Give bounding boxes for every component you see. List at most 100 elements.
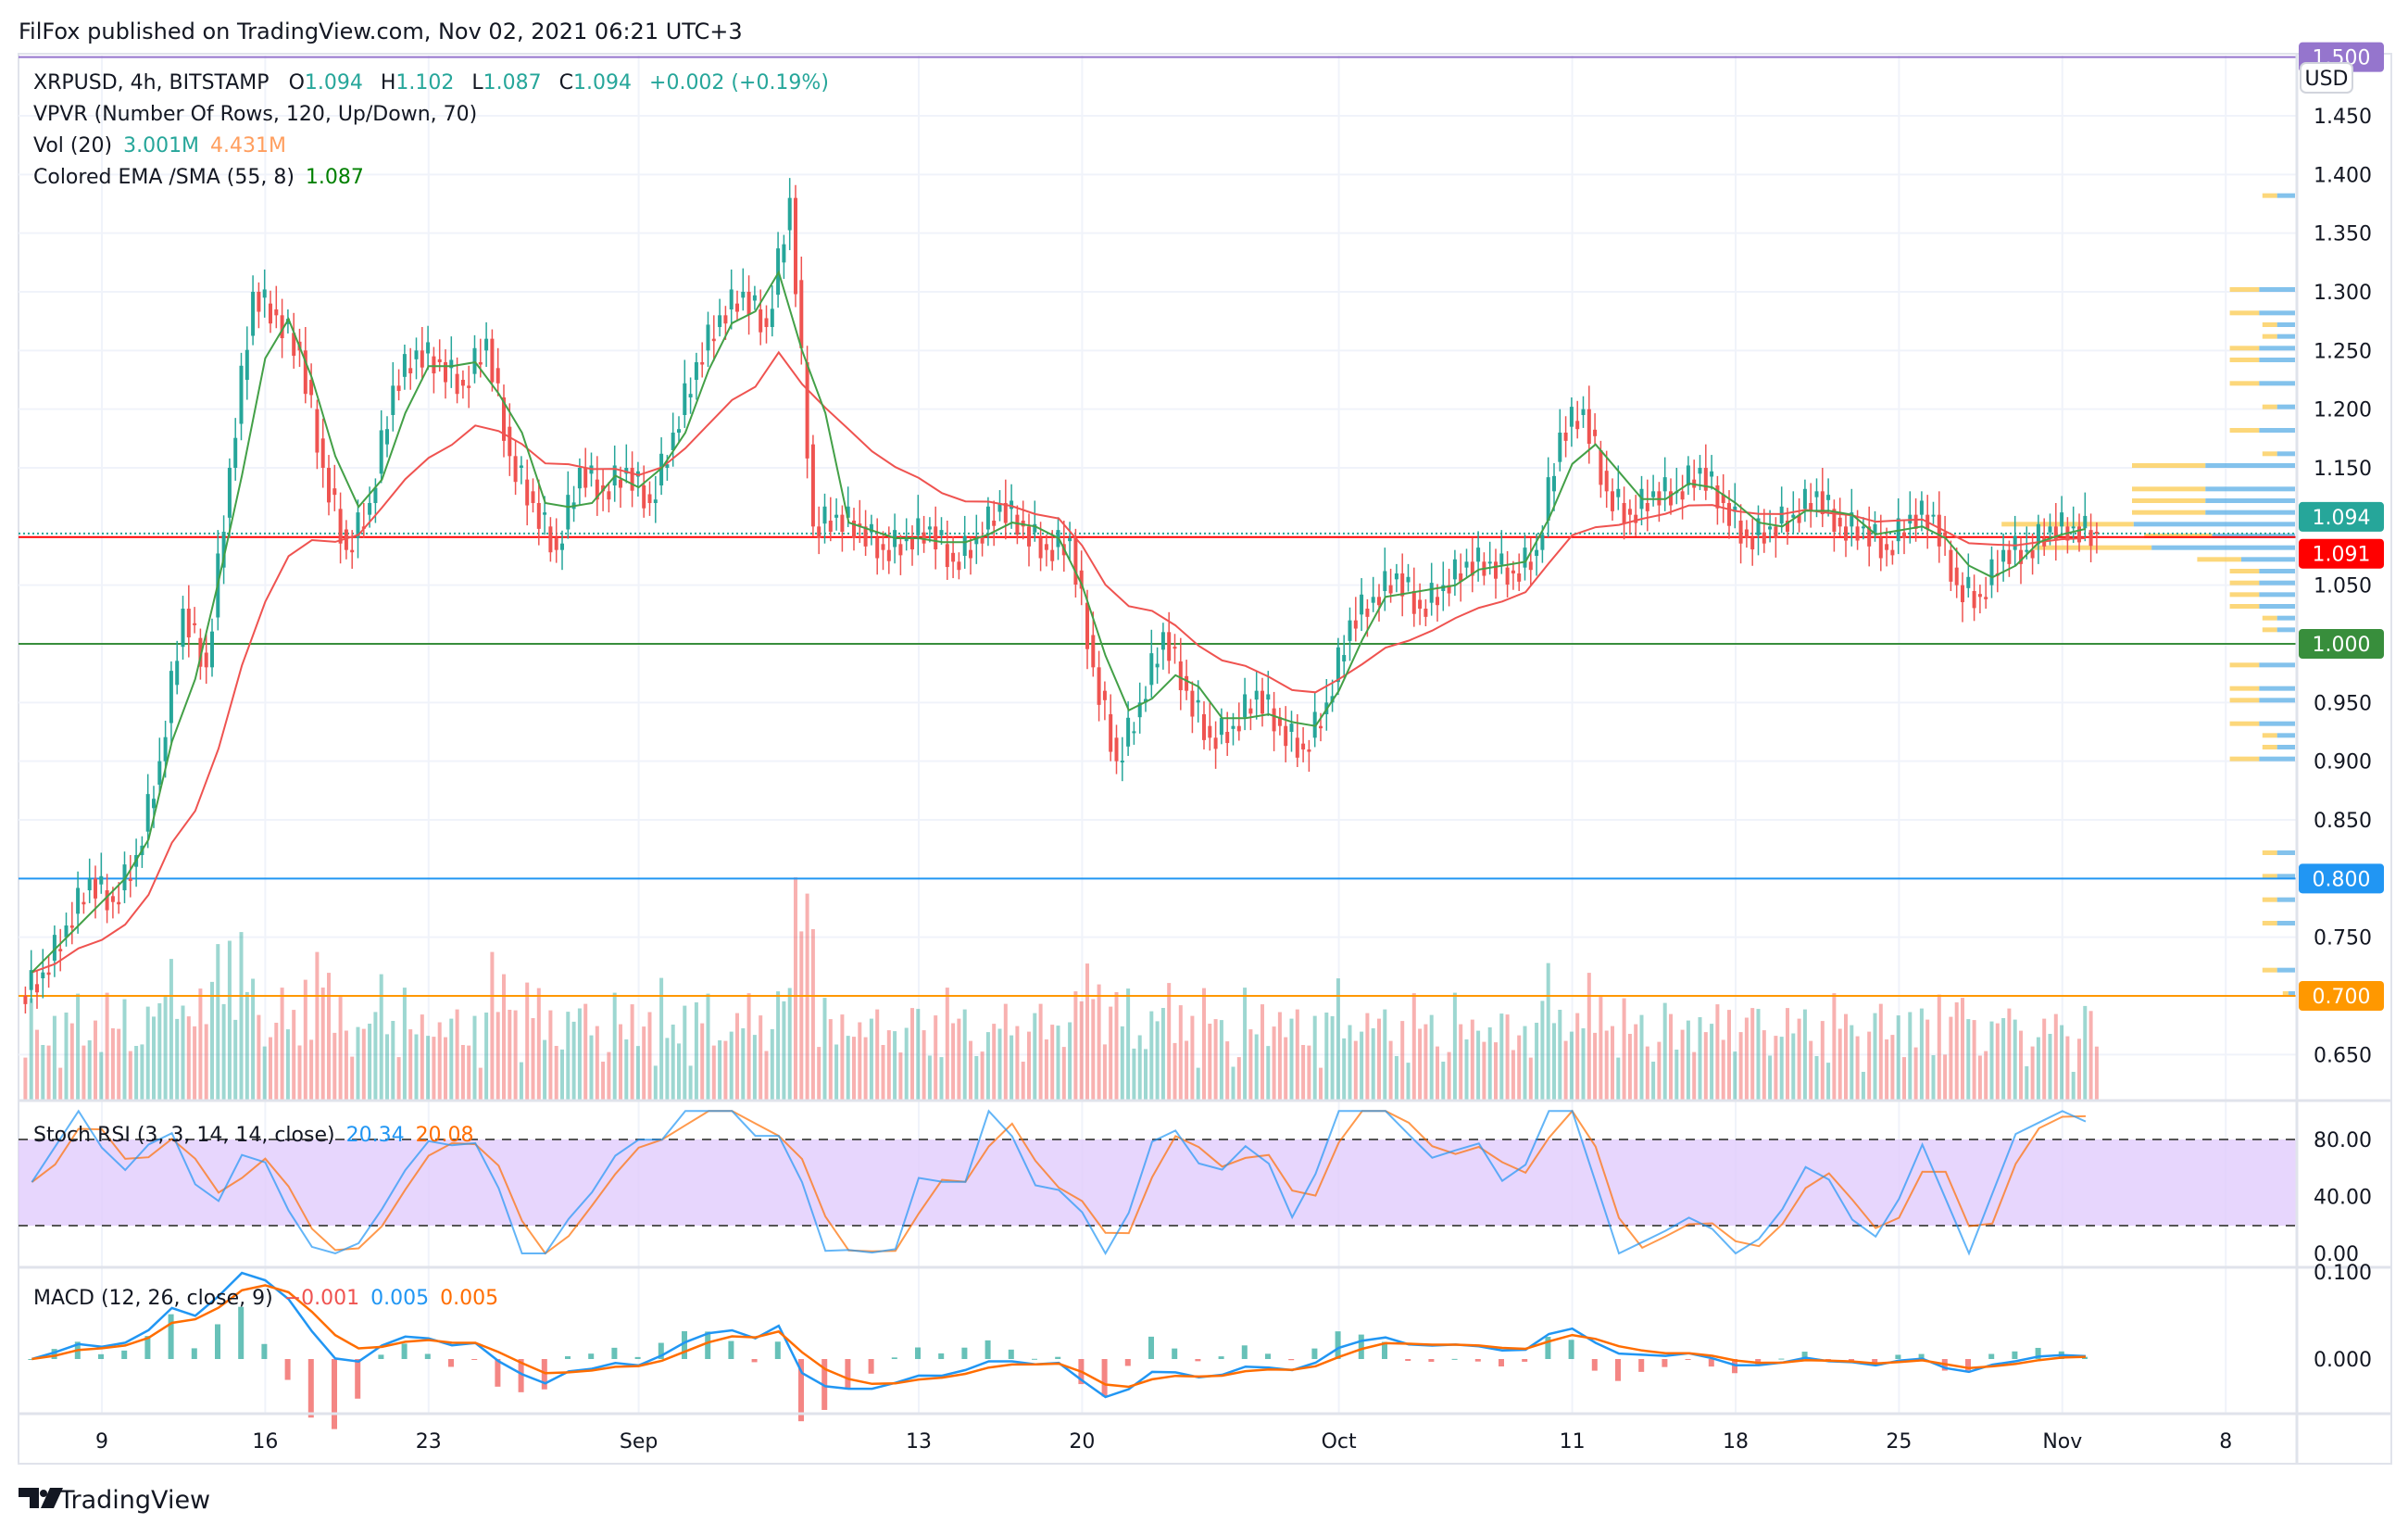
candle-body — [1581, 409, 1586, 415]
stoch-rsi-lines — [31, 1109, 2087, 1256]
macd-histogram-bar — [961, 1347, 968, 1359]
brand-name: TradingView — [58, 1486, 210, 1515]
candle-body — [759, 308, 763, 333]
vpvr-up-bar — [2259, 756, 2295, 762]
price-tick: 0.950 — [2314, 692, 2372, 715]
price-tag-label: 1.094 — [2313, 507, 2371, 530]
volume-bar — [344, 1030, 348, 1100]
volume-bar — [1908, 1012, 1913, 1100]
time-tick: 20 — [1069, 1430, 1095, 1454]
candle-body — [1680, 491, 1685, 500]
volume-bar — [624, 1039, 629, 1100]
volume-bar — [239, 932, 244, 1100]
vpvr-down-bar — [2229, 286, 2260, 292]
macd-histogram-bar — [1708, 1359, 1714, 1367]
candle-body — [875, 537, 880, 559]
volume-bar — [711, 1045, 716, 1100]
volume-bar — [1068, 1022, 1072, 1100]
candle-body — [1015, 514, 1020, 535]
volume-bar — [303, 979, 307, 1100]
candle-body — [233, 437, 238, 468]
price-tick: 0.850 — [2314, 810, 2372, 833]
volume-bar — [64, 1013, 69, 1100]
candle-body — [665, 464, 670, 468]
macd-histogram-bar — [1405, 1359, 1411, 1362]
volume-bar — [2013, 1019, 2017, 1100]
stoch-d-line — [31, 1109, 2087, 1255]
legend-ema-sma[interactable]: Colored EMA /SMA (55, 8) 1.087 — [33, 166, 364, 189]
legend-volume[interactable]: Vol (20) 3.001M 4.431M — [33, 134, 286, 157]
vpvr-down-bar — [2229, 603, 2260, 609]
volume-bar — [1692, 1051, 1697, 1100]
price-axis[interactable]: 1.450 1.400 1.350 1.300 1.250 1.200 1.150 1.050… — [2299, 42, 2384, 1372]
candle-body — [1721, 494, 1725, 503]
currency-badge[interactable]: USD — [2300, 62, 2353, 94]
macd-histogram-bar — [378, 1354, 384, 1359]
legend-macd[interactable]: MACD (12, 26, close, 9) −0.001 0.005 0.005 — [33, 1287, 498, 1310]
volume-bar — [1109, 1006, 1113, 1100]
candle-body — [904, 537, 909, 542]
time-tick: 13 — [906, 1430, 932, 1454]
volume-bar — [2083, 1005, 2088, 1100]
candle-body — [385, 429, 389, 445]
volume-bar — [134, 1046, 139, 1100]
candle-body — [1587, 409, 1591, 445]
candle-body — [1126, 717, 1131, 747]
candle-body — [1342, 655, 1347, 662]
volume-bar — [1126, 988, 1131, 1100]
volume-bar — [46, 1045, 51, 1100]
price-tick: 1.050 — [2314, 575, 2372, 598]
volume-bar — [1850, 1025, 1854, 1100]
volume-bar — [1213, 1019, 1218, 1100]
candle-body — [677, 429, 681, 433]
candle-body — [508, 426, 512, 457]
candle-body — [2025, 549, 2029, 552]
candle-body — [951, 552, 956, 562]
candle-body — [969, 549, 972, 559]
volume-bar — [285, 1029, 290, 1100]
tradingview-logo[interactable]: TradingView — [19, 1486, 210, 1515]
macd-histogram-bar — [1195, 1359, 1201, 1362]
candle-body — [1225, 732, 1230, 744]
volume-bar — [1464, 1039, 1469, 1100]
macd-histogram-bar — [728, 1340, 734, 1359]
volume-bar — [794, 877, 797, 1100]
time-tick: 25 — [1886, 1430, 1912, 1454]
stoch-tick: 80.00 — [2314, 1129, 2372, 1152]
volume-bar — [828, 1019, 833, 1100]
macd-histogram-bar — [1474, 1359, 1481, 1362]
macd-histogram-bar — [1522, 1359, 1528, 1362]
volume-bar — [327, 973, 331, 1100]
vpvr-up-bar — [2259, 568, 2295, 573]
time-axis[interactable]: 9 16 23 Sep 13 20 Oct 11 18 25 Nov 8 — [95, 1430, 2232, 1454]
candle-body — [1966, 576, 1971, 588]
vpvr-up-bar — [2240, 557, 2295, 562]
volume-bar — [799, 931, 804, 1100]
candle-body — [922, 532, 926, 544]
legend-stoch-rsi[interactable]: Stoch RSI (3, 3, 14, 14, close) 20.34 20.0… — [33, 1124, 474, 1147]
volume-bar — [957, 1018, 961, 1100]
macd-histogram-bar — [1895, 1354, 1901, 1359]
volume-bar — [583, 1003, 588, 1100]
vpvr-down-bar — [2262, 193, 2277, 198]
macd-histogram-bar — [518, 1359, 524, 1392]
candle-body — [76, 887, 81, 914]
vpvr-down-bar — [2229, 580, 2260, 585]
candle-body — [886, 549, 891, 561]
volume-bar — [1312, 1015, 1317, 1100]
volume-bar — [1342, 1038, 1347, 1100]
candle-body — [1120, 761, 1124, 763]
candle-body — [1715, 485, 1720, 509]
candle-body — [741, 291, 746, 298]
vpvr-down-bar — [2229, 756, 2260, 762]
candle-body — [560, 543, 564, 550]
volume-bar — [519, 1062, 523, 1100]
volume-bar — [472, 1015, 477, 1100]
stoch-k-line — [31, 1109, 2087, 1256]
volume-bar — [1015, 1026, 1020, 1100]
legend-vpvr[interactable]: VPVR (Number Of Rows, 120, Up/Down, 70) — [33, 103, 477, 126]
volume-bar — [1750, 1008, 1755, 1100]
candle-body — [1535, 549, 1539, 556]
volume-bar — [1173, 1042, 1177, 1100]
